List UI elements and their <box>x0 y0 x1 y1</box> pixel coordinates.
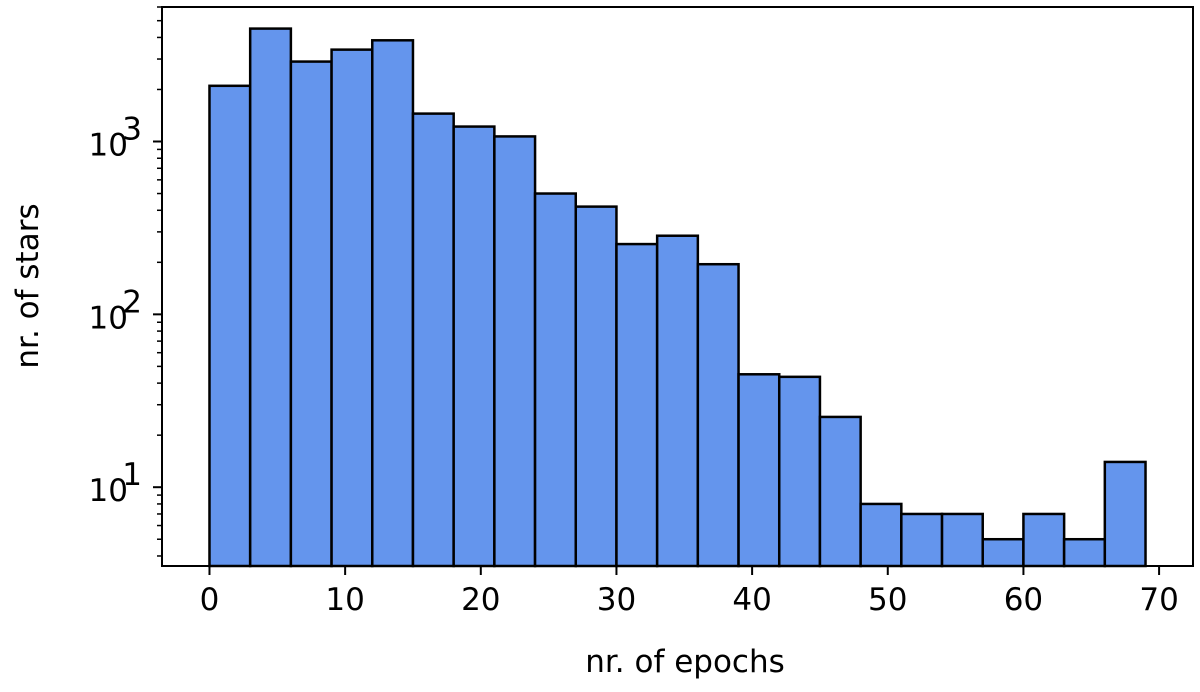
y-tick-exponent: 2 <box>122 284 142 320</box>
histogram-bar <box>289 60 333 568</box>
histogram-bar <box>1103 460 1147 568</box>
x-tick-label: 20 <box>461 582 500 618</box>
histogram-bar <box>533 192 578 568</box>
histogram-bar <box>452 125 496 568</box>
histogram-bar <box>981 537 1025 568</box>
histogram-bar <box>330 48 374 568</box>
x-tick-label: 60 <box>1004 582 1043 618</box>
histogram-bar <box>940 512 984 568</box>
histogram-bar <box>574 205 618 568</box>
histogram-bar <box>371 39 415 568</box>
x-tick-label: 50 <box>868 582 907 618</box>
histogram-bar <box>493 135 537 568</box>
histogram-bar <box>1062 537 1107 568</box>
histogram-bar <box>818 415 862 568</box>
histogram-bar <box>655 234 700 568</box>
histogram-bar <box>777 375 822 568</box>
bars-group <box>208 27 1147 568</box>
y-tick-label: 10 <box>89 128 128 164</box>
histogram-bar <box>859 502 903 568</box>
x-tick-label: 0 <box>200 582 220 618</box>
histogram-bar <box>696 262 740 568</box>
y-tick-label: 10 <box>89 300 128 336</box>
histogram-bar <box>900 512 944 568</box>
histogram-bar <box>615 242 659 568</box>
y-tick-exponent: 3 <box>122 112 142 148</box>
x-axis-label: nr. of epochs <box>585 644 785 680</box>
x-tick-label: 30 <box>597 582 636 618</box>
x-tick-label: 10 <box>325 582 364 618</box>
x-tick-label: 40 <box>732 582 771 618</box>
histogram-bar <box>1022 512 1066 568</box>
plot-frame <box>161 6 1194 567</box>
histogram-bar <box>208 84 252 568</box>
y-axis-label: nr. of stars <box>10 203 46 368</box>
x-tick-label: 70 <box>1139 582 1178 618</box>
y-tick-exponent: 1 <box>122 457 142 493</box>
histogram-bar <box>737 373 781 568</box>
x-ticks: 0 10 20 30 40 50 60 70 <box>200 566 1179 618</box>
y-tick-label: 10 <box>89 473 128 509</box>
histogram-bar <box>248 27 293 568</box>
histogram-bar <box>411 112 455 568</box>
